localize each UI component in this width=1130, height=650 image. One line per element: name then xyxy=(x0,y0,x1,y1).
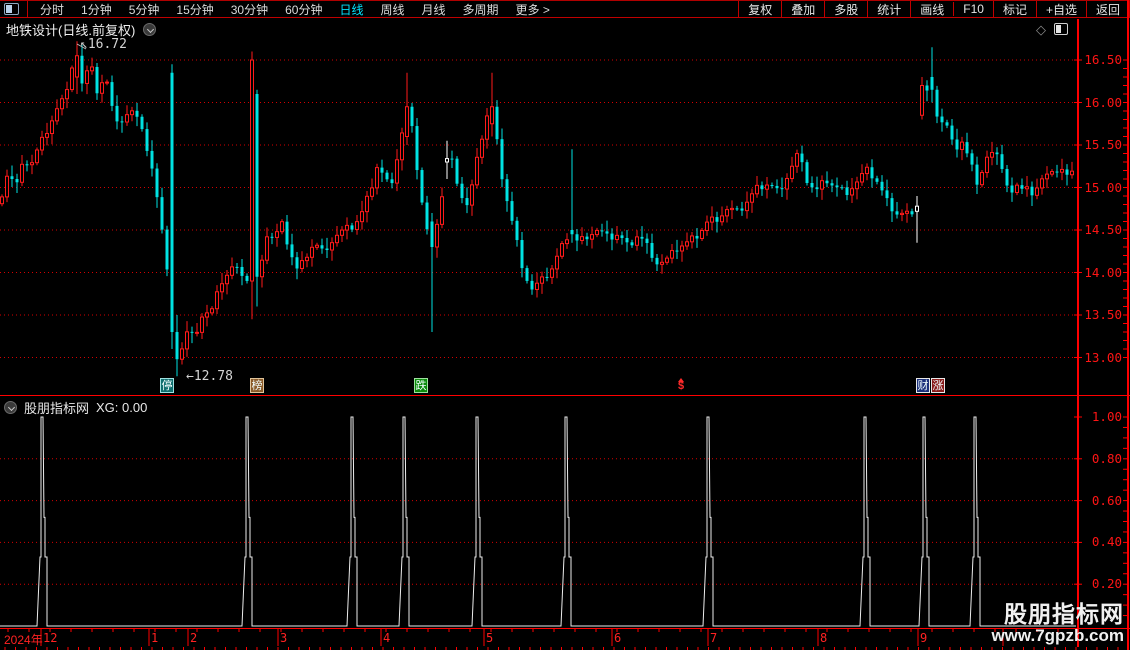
event-char: 停 xyxy=(160,378,174,393)
indicator-tick-label: 0.20 xyxy=(1091,576,1122,592)
period-item-5[interactable]: 60分钟 xyxy=(285,2,323,17)
event-marker-1: 榜 xyxy=(250,378,264,393)
price-tick-label: 15.00 xyxy=(1084,179,1122,195)
price-tick-label: 13.00 xyxy=(1084,349,1122,365)
collapse-indicator-icon[interactable] xyxy=(4,401,17,414)
month-label-12: 12 xyxy=(43,631,58,645)
price-tick-label: 16.50 xyxy=(1084,52,1122,67)
period-item-8[interactable]: 月线 xyxy=(421,2,446,17)
diamond-icon[interactable]: ◇ xyxy=(1036,21,1046,37)
period-item-3[interactable]: 15分钟 xyxy=(176,2,214,17)
watermark: 股朋指标网 www.7gpzb.com xyxy=(991,602,1124,646)
period-item-6[interactable]: 日线 xyxy=(339,2,364,17)
action-item-2[interactable]: 多股 xyxy=(824,0,867,18)
month-label-8: 8 xyxy=(820,631,828,645)
action-item-0[interactable]: 复权 xyxy=(738,0,781,18)
period-menu: 分时 1分钟 5分钟 15分钟 30分钟 60分钟 日线 周线 月线 多周期 更多 > xyxy=(28,1,738,18)
action-item-6[interactable]: 标记 xyxy=(992,0,1036,18)
price-tick-label: 16.00 xyxy=(1084,94,1122,110)
indicator-tick-label: 1.00 xyxy=(1091,409,1122,424)
period-item-7[interactable]: 周线 xyxy=(380,2,405,17)
watermark-site-name: 股朋指标网 xyxy=(1004,601,1124,627)
event-char: 涨 xyxy=(931,378,945,393)
action-item-4[interactable]: 画线 xyxy=(910,0,953,18)
watermark-url: www.7gpzb.com xyxy=(991,626,1124,645)
dollar-up-icon: $ xyxy=(678,378,685,392)
event-marker-2: 跌 xyxy=(414,378,428,393)
indicator-name: 股朋指标网 xyxy=(24,401,90,416)
period-item-9[interactable]: 多周期 xyxy=(462,2,499,17)
indicator-header: 股朋指标网 XG: 0.00 xyxy=(4,398,147,417)
top-toolbar: 分时 1分钟 5分钟 15分钟 30分钟 60分钟 日线 周线 月线 多周期 更多 > 复权 叠加 多股… xyxy=(0,0,1130,18)
month-label-4: 4 xyxy=(383,631,391,645)
panel-icon[interactable] xyxy=(1054,23,1068,35)
period-item-1[interactable]: 1分钟 xyxy=(81,2,112,17)
year-label: 2024年 xyxy=(4,633,43,647)
indicator-tick-label: 0.40 xyxy=(1091,534,1122,550)
indicator-tick-label: 0.60 xyxy=(1091,492,1122,508)
event-char: 跌 xyxy=(414,378,428,393)
price-tick-label: 13.50 xyxy=(1084,307,1122,322)
indicator-tick-label: 0.80 xyxy=(1091,450,1122,466)
month-label-5: 5 xyxy=(486,631,494,645)
price-tick-label: 14.50 xyxy=(1084,222,1122,237)
action-item-3[interactable]: 统计 xyxy=(867,0,910,18)
chart-title-bar: 地铁设计(日线.前复权) ◇ xyxy=(0,19,1076,39)
month-label-3: 3 xyxy=(280,631,288,645)
month-label-2: 2 xyxy=(190,631,198,645)
event-marker-3: $ xyxy=(678,378,685,392)
period-item-2[interactable]: 5分钟 xyxy=(128,2,160,17)
layout-icon[interactable] xyxy=(0,1,28,17)
action-item-8[interactable]: 返回 xyxy=(1085,0,1130,18)
low-price-label: ←12.78 xyxy=(186,369,233,384)
action-item-7[interactable]: +自选 xyxy=(1035,0,1086,18)
period-item-0[interactable]: 分时 xyxy=(40,2,65,17)
price-tick-label: 15.50 xyxy=(1084,137,1122,152)
event-marker-0: 停 xyxy=(160,378,174,393)
chevron-down-icon[interactable] xyxy=(143,22,157,36)
price-tick-label: 14.00 xyxy=(1084,264,1122,280)
period-item-4[interactable]: 30分钟 xyxy=(230,2,269,17)
event-char: 榜 xyxy=(250,378,264,393)
action-item-1[interactable]: 叠加 xyxy=(781,0,824,18)
high-price-label: ↖16.72 xyxy=(80,37,127,52)
action-menu: 复权 叠加 多股 统计 画线 F10 标记 +自选 返回 xyxy=(738,0,1130,18)
month-label-1: 1 xyxy=(151,631,159,645)
month-label-6: 6 xyxy=(614,631,622,645)
indicator-xg-value: XG: 0.00 xyxy=(96,400,148,415)
action-item-5[interactable]: F10 xyxy=(953,2,993,16)
chart-title[interactable]: 地铁设计(日线.前复权) xyxy=(6,22,136,38)
month-label-7: 7 xyxy=(710,631,718,645)
event-char: 财 xyxy=(916,378,930,393)
event-marker-4: 财涨 xyxy=(916,378,945,393)
period-item-10[interactable]: 更多 > xyxy=(515,2,550,17)
month-label-9: 9 xyxy=(920,631,928,645)
